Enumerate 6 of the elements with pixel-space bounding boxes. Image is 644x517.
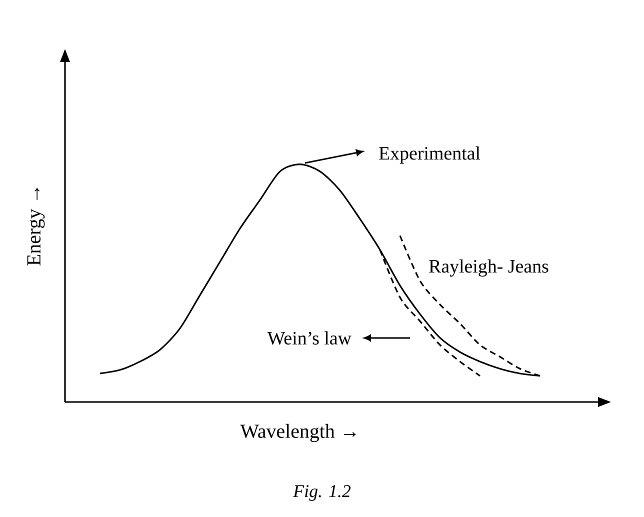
caption: Fig. 1.2 (293, 485, 351, 501)
legend-label: Experimental (379, 146, 480, 164)
series-label: Rayleigh- Jeans (429, 259, 548, 277)
x-axis-title: Wavelength → (240, 424, 356, 442)
text: Wein’s law (267, 331, 352, 345)
y-axis-title: Energy → (27, 188, 45, 266)
